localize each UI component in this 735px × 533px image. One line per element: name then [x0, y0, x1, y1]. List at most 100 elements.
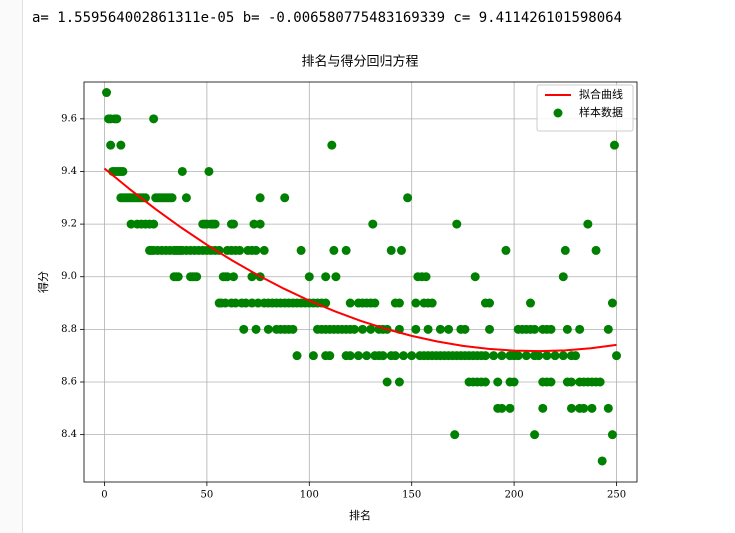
x-tick-label: 100 [300, 490, 319, 501]
scatter-point [530, 430, 540, 440]
scatter-point [321, 298, 331, 308]
scatter-point [470, 272, 480, 282]
scatter-point [558, 272, 568, 282]
scatter-point [612, 351, 622, 361]
scatter-point [509, 377, 519, 387]
scatter-point [575, 324, 585, 334]
scatter-point [296, 245, 306, 255]
scatter-point [534, 351, 544, 361]
y-tick-label: 8.4 [61, 429, 77, 440]
scatter-point [118, 166, 128, 176]
x-tick-label: 0 [101, 490, 107, 501]
scatter-point [192, 272, 202, 282]
scatter-point [480, 351, 490, 361]
scatter-point [386, 245, 396, 255]
scatter-point [497, 403, 507, 413]
scatter-point [399, 351, 409, 361]
scatter-point [571, 351, 581, 361]
scatter-point [396, 245, 406, 255]
x-axis-label: 排名 [349, 508, 371, 522]
scatter-point [292, 351, 302, 361]
scatter-point [493, 377, 503, 387]
scatter-point [149, 114, 159, 124]
scatter-point [382, 377, 392, 387]
scatter-point [229, 272, 239, 282]
scatter-point [550, 351, 560, 361]
scatter-point [566, 403, 576, 413]
scatter-point [331, 272, 341, 282]
scatter-point [530, 324, 540, 334]
scatter-point [327, 140, 337, 150]
scatter-point [353, 351, 363, 361]
y-tick-label: 9.2 [61, 219, 77, 230]
scatter-point [325, 351, 335, 361]
scatter-point [583, 219, 593, 229]
chart-title: 排名与得分回归方程 [301, 54, 418, 70]
scatter-point [525, 298, 535, 308]
scatter-point [521, 351, 531, 361]
scatter-point [173, 272, 183, 282]
scatter-point [102, 88, 112, 98]
scatter-point [444, 324, 454, 334]
scatter-point [229, 219, 239, 229]
scatter-point [280, 193, 290, 203]
scatter-point [546, 324, 556, 334]
scatter-point [407, 351, 417, 361]
scatter-point [358, 324, 368, 334]
scatter-point [435, 324, 445, 334]
x-tick-label: 200 [505, 490, 524, 501]
output-text: a= 1.559564002861311e-05 b= -0.006580775… [32, 10, 623, 26]
scatter-point [390, 351, 400, 361]
scatter-point [562, 324, 572, 334]
scatter-point [501, 245, 511, 255]
scatter-point [597, 456, 607, 466]
scatter-point [308, 351, 318, 361]
scatter-point [204, 166, 214, 176]
scatter-point [607, 430, 617, 440]
scatter-point [546, 377, 556, 387]
scatter-point [542, 351, 552, 361]
scatter-point [595, 377, 605, 387]
scatter-point [259, 245, 269, 255]
scatter-point [345, 298, 355, 308]
y-tick-label: 9.4 [61, 166, 77, 177]
scatter-point [603, 324, 613, 334]
scatter-point [505, 403, 515, 413]
scatter-point [167, 193, 177, 203]
legend-box [536, 84, 634, 132]
scatter-point [366, 324, 376, 334]
legend-label: 样本数据 [579, 105, 623, 119]
scatter-point [255, 219, 265, 229]
scatter-point [513, 351, 523, 361]
scatter-point [485, 324, 495, 334]
plot-frame [83, 81, 638, 483]
y-tick-label: 8.8 [61, 324, 77, 335]
legend-label: 拟合曲线 [579, 87, 623, 101]
scatter-point [210, 219, 220, 229]
scatter-point [497, 351, 507, 361]
scatter-point [394, 377, 404, 387]
scatter-point [349, 324, 359, 334]
scatter-point [370, 298, 380, 308]
scatter-point [538, 403, 548, 413]
x-tick-label: 150 [402, 490, 421, 501]
scatter-point [450, 430, 460, 440]
scatter-point [566, 377, 576, 387]
scatter-point [362, 351, 372, 361]
scatter-point [411, 324, 421, 334]
scatter-point [177, 166, 187, 176]
scatter-point [427, 298, 437, 308]
scatter-point [560, 245, 570, 255]
scatter-point [403, 193, 413, 203]
scatter-point [345, 351, 355, 361]
scatter-point [423, 324, 433, 334]
scatter-point [255, 193, 265, 203]
scatter-point [341, 245, 351, 255]
scatter-point [112, 114, 122, 124]
scatter-point [251, 245, 261, 255]
scatter-point [368, 219, 378, 229]
scatter-point [106, 140, 116, 150]
scatter-point [587, 403, 597, 413]
scatter-point [181, 193, 191, 203]
